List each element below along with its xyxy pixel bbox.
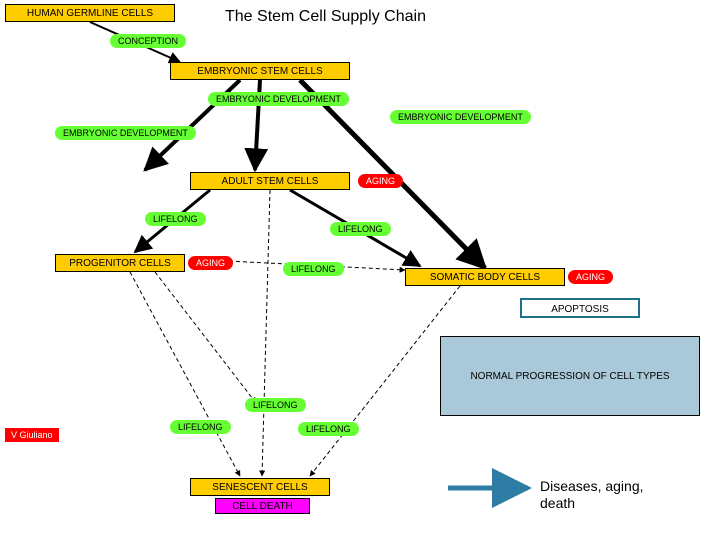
node-somatic: SOMATIC BODY CELLS [405,268,565,286]
pill-lifelong3: LIFELONG [283,262,344,276]
node-germline: HUMAN GERMLINE CELLS [5,4,175,22]
pill-lifelong4: LIFELONG [245,398,306,412]
pill-lifelong6: LIFELONG [298,422,359,436]
pill-embdev_r: EMBRYONIC DEVELOPMENT [390,110,531,124]
pill-embdev_l: EMBRYONIC DEVELOPMENT [55,126,196,140]
node-celldeath: CELL DEATH [215,498,310,514]
node-adult: ADULT STEM CELLS [190,172,350,190]
diseases-line1: Diseases, aging, [540,478,644,494]
diseases-line2: death [540,495,575,511]
node-senescent: SENESCENT CELLS [190,478,330,496]
diseases-annotation: Diseases, aging, death [540,478,644,512]
pill-lifelong1: LIFELONG [145,212,206,226]
edge-10 [155,272,256,403]
credit-label: V Giuliano [5,428,59,442]
edge-7 [262,190,270,476]
edge-6 [130,272,240,476]
pill-aging_prog: AGING [188,256,233,270]
normal-progression-label: NORMAL PROGRESSION OF CELL TYPES [470,371,669,382]
node-embryonic: EMBRYONIC STEM CELLS [170,62,350,80]
pill-aging_som: AGING [568,270,613,284]
node-progenitor: PROGENITOR CELLS [55,254,185,272]
edge-9 [310,286,460,476]
pill-embdev_c: EMBRYONIC DEVELOPMENT [208,92,349,106]
pill-lifelong5: LIFELONG [170,420,231,434]
page-title: The Stem Cell Supply Chain [225,8,426,26]
pill-aging_adult: AGING [358,174,403,188]
node-apoptosis: APOPTOSIS [520,298,640,318]
pill-lifelong2: LIFELONG [330,222,391,236]
normal-progression-box: NORMAL PROGRESSION OF CELL TYPES [440,336,700,416]
pill-conception: CONCEPTION [110,34,186,48]
